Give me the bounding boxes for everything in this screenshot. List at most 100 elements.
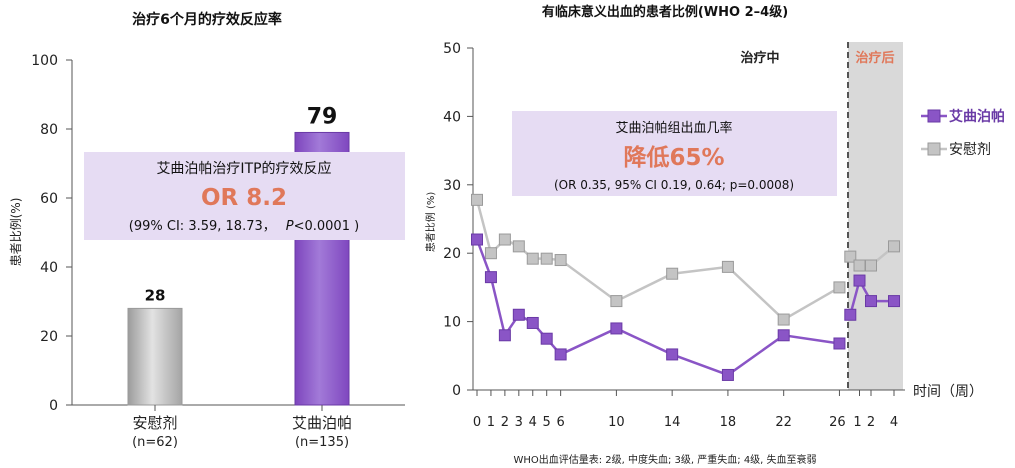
line-chart-xlabel: 时间（周） [913, 384, 983, 400]
bar-y-axis: 0 20 40 60 80 100 [31, 53, 405, 414]
data-point-eltrombopag [844, 308, 857, 321]
legend-marker [927, 142, 941, 156]
line-x-tick-label: 26 [829, 415, 846, 430]
data-point-placebo [721, 260, 734, 273]
bar-callout-p-value: <0.0001 ) [294, 219, 360, 234]
bar-chart-ylabel: 患者比例(%) [9, 198, 23, 267]
bar-callout-ci: (99% CI: 3.59, 18.73， P<0.0001 ) [129, 219, 359, 234]
data-point-eltrombopag [666, 348, 679, 361]
line-x-tick-label: 6 [556, 415, 564, 430]
bar-y-tick-label: 100 [31, 53, 58, 69]
data-point-eltrombopag [554, 348, 567, 361]
line-x-tick-label: 3 [515, 415, 523, 430]
line-x-axis: 0 1 2 3 4 5 6 10 14 18 22 26 1 2 4 [473, 389, 905, 430]
line-x-tick-label: 4 [529, 415, 537, 430]
phase-label-after: 治疗后 [855, 50, 894, 66]
bar-chart-title: 治疗6个月的疗效反应率 [132, 11, 282, 28]
line-chart-title: 有临床意义出血的患者比例(WHO 2–4级) [542, 4, 788, 20]
line-callout-box [512, 111, 837, 196]
bar-chart: 治疗6个月的疗效反应率 患者比例(%) 0 20 40 60 80 100 28 安慰剂 (n… [9, 11, 405, 450]
line-y-tick-label: 0 [452, 383, 461, 399]
line-callout-reduction: 降低65% [623, 145, 724, 171]
legend-label: 安慰剂 [949, 141, 991, 158]
series-line-eltrombopag-during [475, 239, 840, 377]
bar-value-label: 79 [307, 104, 338, 129]
bar-placebo [127, 307, 183, 406]
data-point-eltrombopag [610, 322, 623, 335]
line-chart-ylabel: 患者比例 (%) [424, 192, 437, 253]
line-series [471, 193, 900, 381]
line-x-tick-label-after: 2 [867, 415, 875, 430]
bar-y-tick-label: 80 [40, 122, 58, 138]
bar-category-label: 艾曲泊帕 [292, 414, 352, 432]
data-point-placebo [853, 259, 866, 272]
line-x-tick-label: 10 [608, 415, 625, 430]
data-point-eltrombopag [853, 274, 866, 287]
data-point-placebo [844, 250, 857, 263]
line-callout: 艾曲泊帕组出血几率 降低65% (OR 0.35, 95% CI 0.19, 0… [512, 111, 837, 196]
phase-label-during: 治疗中 [740, 50, 779, 66]
data-point-eltrombopag [721, 368, 734, 381]
data-point-placebo [888, 240, 900, 253]
line-x-tick-label: 2 [501, 415, 509, 430]
data-point-placebo [610, 295, 623, 308]
line-chart: 有临床意义出血的患者比例(WHO 2–4级) 治疗中 治疗后 患者比例 (%) … [424, 4, 1005, 466]
line-y-tick-label: 50 [443, 41, 461, 57]
line-x-tick-label-after: 4 [890, 415, 898, 430]
data-point-eltrombopag [498, 329, 511, 342]
bar-category-n: (n=62) [132, 435, 178, 450]
line-x-tick-label: 1 [487, 415, 495, 430]
line-y-axis: 0 10 20 30 40 50 [443, 41, 474, 399]
data-point-eltrombopag [484, 271, 497, 284]
data-point-eltrombopag [526, 316, 539, 329]
line-x-tick-label: 18 [720, 415, 737, 430]
bar-callout-p-label: P [286, 219, 294, 234]
line-y-tick-label: 30 [443, 178, 461, 194]
data-point-placebo [554, 254, 567, 267]
data-point-placebo [540, 252, 553, 265]
line-y-tick-label: 20 [443, 246, 461, 262]
bar-y-tick-label: 40 [40, 260, 58, 276]
data-point-placebo [777, 313, 790, 326]
bar-category-label: 安慰剂 [132, 414, 177, 432]
line-x-tick-label: 0 [473, 415, 481, 430]
data-point-placebo [512, 240, 525, 253]
bar-callout-box [84, 152, 405, 240]
data-point-eltrombopag [833, 337, 846, 350]
bar-callout: 艾曲泊帕治疗ITP的疗效反应 OR 8.2 (99% CI: 3.59, 18.… [84, 152, 405, 240]
bar-value-label: 28 [145, 286, 166, 304]
data-point-placebo [865, 259, 877, 272]
data-point-placebo [526, 252, 539, 265]
line-x-tick-label: 22 [775, 415, 792, 430]
data-point-eltrombopag [888, 295, 900, 308]
line-callout-stats: (OR 0.35, 95% CI 0.19, 0.64; p=0.0008) [554, 178, 794, 192]
data-point-placebo [484, 247, 497, 260]
line-x-tick-label: 14 [664, 415, 681, 430]
data-point-eltrombopag [540, 332, 553, 345]
bar-callout-or: OR 8.2 [201, 185, 287, 211]
legend-label: 艾曲泊帕 [949, 108, 1005, 125]
data-point-placebo [833, 281, 846, 294]
data-point-eltrombopag [777, 329, 790, 342]
series-line-eltrombopag-after [849, 277, 894, 316]
data-point-placebo [666, 267, 679, 280]
post-treatment-region [848, 42, 903, 390]
data-point-placebo [498, 233, 511, 246]
data-point-eltrombopag [471, 233, 483, 246]
line-y-tick-label: 10 [443, 315, 461, 331]
bar-y-tick-label: 60 [40, 191, 58, 207]
line-callout-title: 艾曲泊帕组出血几率 [615, 120, 732, 136]
bar-category-n: (n=135) [295, 435, 349, 450]
data-point-placebo [471, 193, 483, 206]
line-x-tick-label: 5 [543, 415, 551, 430]
legend-marker [927, 109, 941, 123]
bar-y-tick-label: 20 [40, 329, 58, 345]
line-chart-footnote: WHO出血评估量表: 2级, 中度失血; 3级, 严重失血; 4级, 失血至衰弱 [513, 453, 816, 466]
data-point-eltrombopag [865, 295, 877, 308]
bar-callout-title: 艾曲泊帕治疗ITP的疗效反应 [156, 160, 331, 177]
data-point-eltrombopag [512, 308, 525, 321]
line-y-tick-label: 40 [443, 109, 461, 125]
line-x-tick-label-after: 1 [853, 415, 861, 430]
